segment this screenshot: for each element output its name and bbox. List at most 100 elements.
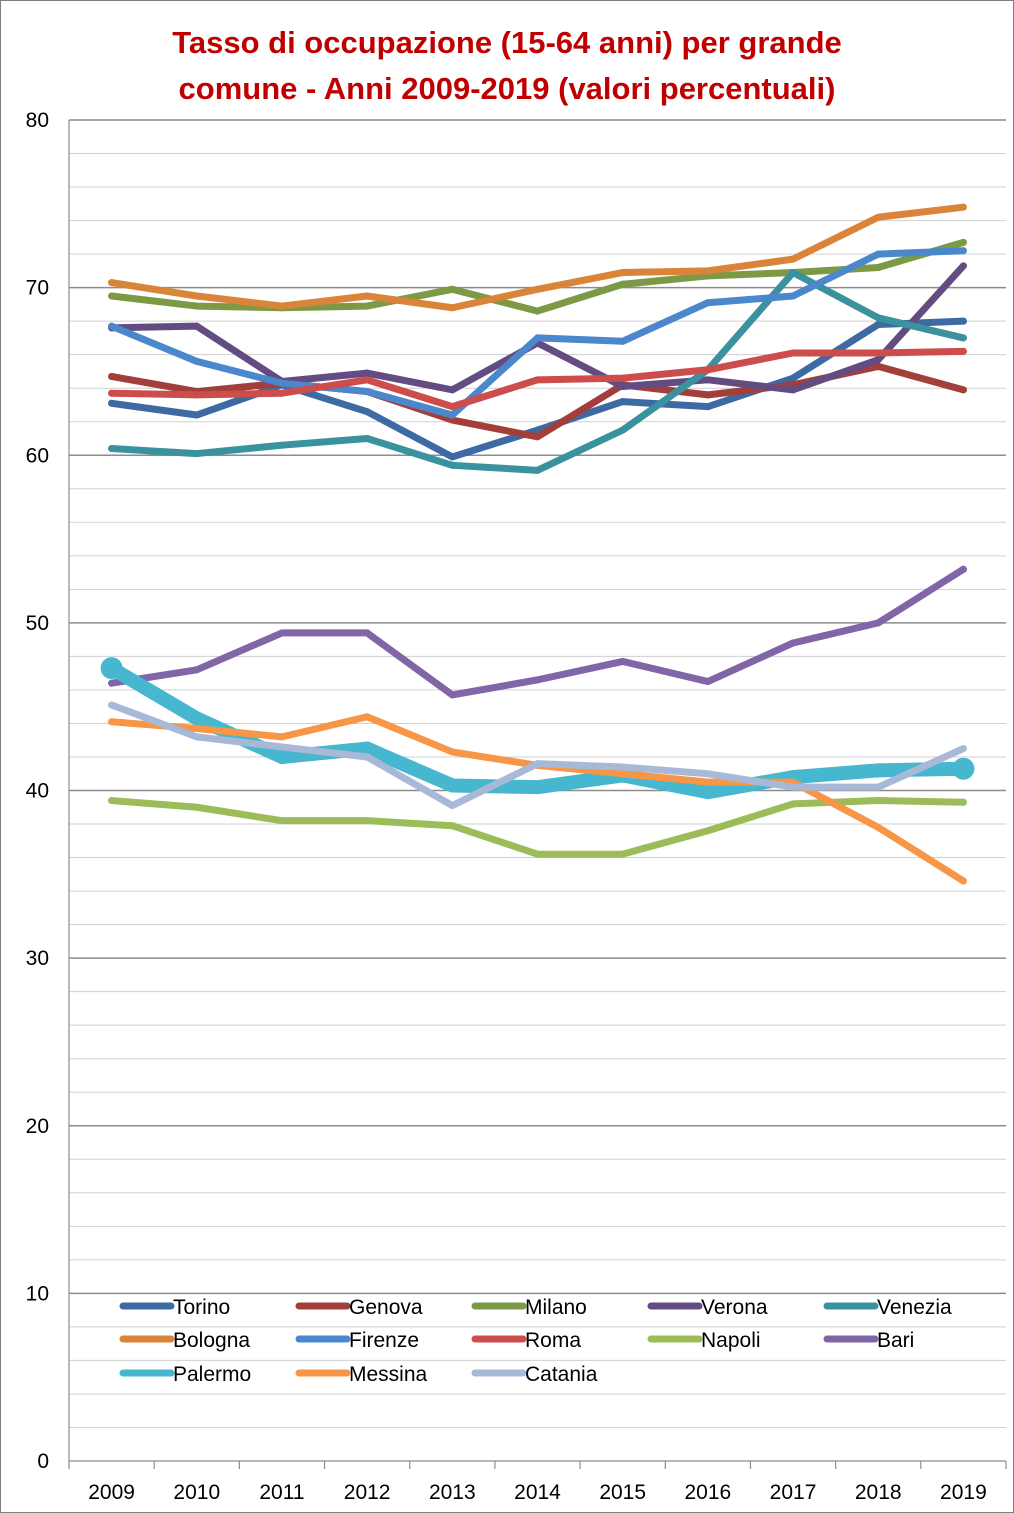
data-point-venezia: [874, 314, 882, 322]
legend-item-firenze: Firenze: [295, 1329, 419, 1352]
data-point-venezia: [193, 450, 201, 458]
legend-label: Palermo: [173, 1363, 251, 1386]
series-napoli: [108, 797, 967, 858]
data-point-firenze: [959, 247, 967, 255]
data-point-end-palermo: [952, 757, 975, 780]
x-tick-label: 2016: [685, 1481, 732, 1504]
data-point-messina: [193, 724, 201, 732]
data-point-bologna: [193, 292, 201, 300]
x-tick-label: 2018: [855, 1481, 902, 1504]
data-point-genova: [534, 433, 541, 441]
legend-item-torino: Torino: [119, 1296, 230, 1319]
data-point-bari: [534, 676, 541, 684]
data-point-palermo: [274, 749, 289, 764]
data-point-messina: [363, 713, 371, 721]
data-point-palermo: [871, 763, 886, 778]
y-tick-label: 20: [26, 1115, 49, 1138]
data-point-venezia: [108, 445, 116, 453]
data-point-bologna: [789, 255, 797, 263]
data-point-napoli: [789, 800, 797, 808]
data-point-firenze: [704, 299, 712, 307]
data-point-venezia: [448, 461, 456, 469]
data-point-bari: [789, 639, 797, 647]
data-point-catania: [278, 743, 286, 751]
data-point-bari: [278, 629, 286, 637]
data-point-catania: [619, 763, 627, 771]
legend-item-genova: Genova: [295, 1296, 423, 1319]
data-point-catania: [363, 753, 371, 761]
data-point-genova: [448, 416, 456, 424]
data-point-napoli: [874, 797, 882, 805]
data-point-milano: [363, 302, 371, 310]
data-point-bari: [619, 657, 627, 665]
legend-item-venezia: Venezia: [823, 1296, 952, 1319]
data-point-bari: [108, 679, 116, 687]
legend-item-palermo: Palermo: [119, 1363, 251, 1386]
data-series: [100, 203, 975, 885]
x-tick-label: 2017: [770, 1481, 817, 1504]
data-point-venezia: [959, 334, 967, 342]
chart-title-line-1: Tasso di occupazione (15-64 anni) per gr…: [172, 25, 842, 60]
data-point-messina: [278, 733, 286, 741]
data-point-bologna: [704, 267, 712, 275]
data-point-torino: [108, 399, 116, 407]
legend-label: Messina: [349, 1363, 428, 1386]
data-point-firenze: [363, 388, 371, 396]
data-point-catania: [959, 745, 967, 753]
data-point-catania: [193, 733, 201, 741]
y-tick-label: 60: [26, 444, 49, 467]
data-point-firenze: [874, 250, 882, 258]
data-point-catania: [448, 802, 456, 810]
data-point-bari: [874, 619, 882, 627]
data-point-genova: [959, 386, 967, 394]
series-catania: [108, 701, 967, 810]
series-bari: [108, 565, 967, 699]
data-point-venezia: [363, 434, 371, 442]
data-point-firenze: [534, 334, 541, 342]
data-point-messina: [448, 748, 456, 756]
data-point-messina: [874, 823, 882, 831]
chart-title-line-2: comune - Anni 2009-2019 (valori percentu…: [179, 71, 836, 106]
data-point-verona: [363, 369, 371, 377]
data-point-catania: [874, 783, 882, 791]
data-point-venezia: [619, 426, 627, 434]
data-point-palermo: [189, 711, 204, 726]
data-point-verona: [874, 356, 882, 364]
data-point-milano: [534, 307, 541, 315]
x-tick-label: 2015: [599, 1481, 646, 1504]
data-point-milano: [619, 280, 627, 288]
legend-item-milano: Milano: [471, 1296, 587, 1319]
data-point-roma: [193, 391, 201, 399]
data-point-roma: [534, 376, 541, 384]
data-point-roma: [789, 349, 797, 357]
data-point-napoli: [363, 817, 371, 825]
data-point-verona: [619, 383, 627, 391]
data-point-bari: [704, 678, 712, 686]
data-point-messina: [704, 778, 712, 786]
data-point-bari: [193, 666, 201, 674]
legend-item-catania: Catania: [471, 1363, 598, 1386]
data-point-torino: [193, 411, 201, 419]
data-point-catania: [704, 770, 712, 778]
data-point-torino: [789, 374, 797, 382]
data-point-torino: [704, 403, 712, 411]
legend-label: Firenze: [349, 1329, 419, 1352]
series-bologna: [108, 203, 967, 312]
y-tick-label: 80: [26, 109, 49, 132]
y-tick-label: 10: [26, 1282, 49, 1305]
data-point-palermo: [700, 785, 715, 800]
data-point-catania: [534, 760, 541, 768]
data-point-venezia: [278, 441, 286, 449]
x-tick-label: 2011: [259, 1481, 304, 1504]
data-point-verona: [959, 262, 967, 270]
data-point-venezia: [789, 269, 797, 277]
y-tick-label: 70: [26, 277, 49, 300]
legend-label: Venezia: [877, 1296, 952, 1319]
x-tick-label: 2009: [88, 1481, 135, 1504]
data-point-genova: [874, 362, 882, 370]
legend-item-roma: Roma: [471, 1329, 581, 1352]
data-point-napoli: [704, 827, 712, 835]
data-point-milano: [959, 238, 967, 246]
